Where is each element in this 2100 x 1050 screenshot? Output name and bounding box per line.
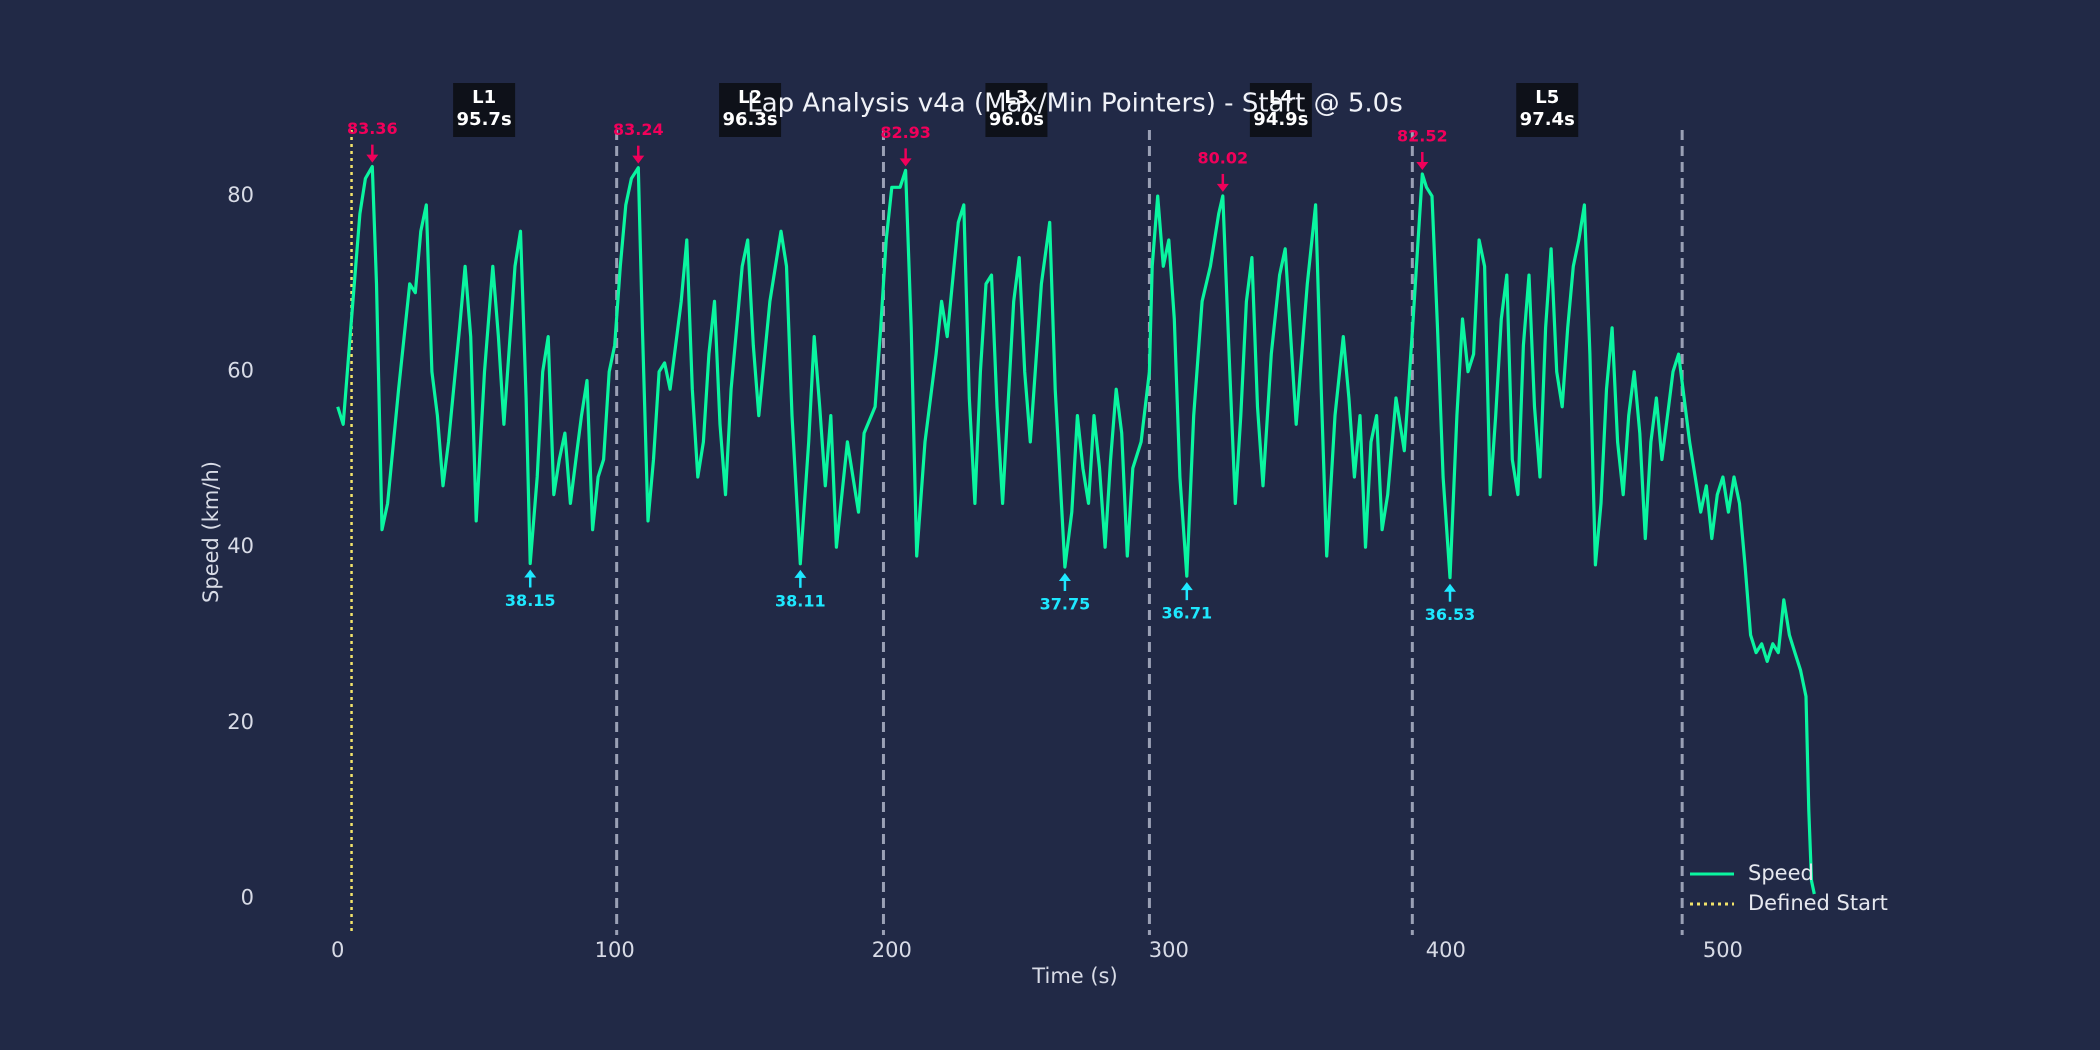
y-tick-label: 40 bbox=[227, 534, 254, 558]
speed-line bbox=[336, 165, 1816, 895]
lap-box bbox=[1516, 83, 1579, 137]
lap-name: L2 bbox=[738, 87, 762, 108]
max-arrowhead bbox=[1416, 161, 1429, 170]
y-tick-label: 0 bbox=[241, 885, 254, 909]
lap-time: 96.0s bbox=[989, 109, 1044, 130]
min-label: 37.75 bbox=[1040, 595, 1091, 614]
lap-box bbox=[1249, 83, 1312, 137]
y-axis-label: Speed (km/h) bbox=[199, 461, 223, 603]
legend-label: Speed bbox=[1748, 861, 1814, 885]
x-tick-label: 0 bbox=[331, 938, 344, 962]
lap-name: L3 bbox=[1004, 87, 1028, 108]
y-tick-label: 20 bbox=[227, 710, 254, 734]
legend-label: Defined Start bbox=[1748, 891, 1888, 915]
lap-time: 94.9s bbox=[1253, 109, 1308, 130]
x-axis-label: Time (s) bbox=[1031, 964, 1117, 988]
min-arrowhead bbox=[794, 569, 807, 578]
chart-title: Lap Analysis v4a (Max/Min Pointers) - St… bbox=[747, 89, 1403, 119]
x-tick-label: 400 bbox=[1426, 938, 1466, 962]
max-arrowhead bbox=[1216, 183, 1229, 192]
min-arrowhead bbox=[1444, 583, 1457, 592]
min-arrowhead bbox=[1180, 582, 1193, 591]
x-tick-label: 500 bbox=[1703, 938, 1743, 962]
lap-time: 96.3s bbox=[723, 109, 778, 130]
max-arrowhead bbox=[632, 155, 645, 164]
lap-box bbox=[719, 83, 782, 137]
lap-name: L4 bbox=[1269, 87, 1293, 108]
min-arrowhead bbox=[524, 569, 537, 578]
min-label: 38.15 bbox=[505, 591, 556, 610]
lap-name: L5 bbox=[1535, 87, 1559, 108]
lap-time: 95.7s bbox=[457, 109, 512, 130]
y-tick-label: 60 bbox=[227, 359, 254, 383]
y-tick-label: 80 bbox=[227, 183, 254, 207]
x-tick-label: 300 bbox=[1149, 938, 1189, 962]
lap-time: 97.4s bbox=[1520, 109, 1575, 130]
max-label: 82.93 bbox=[880, 123, 931, 142]
lap-name: L1 bbox=[472, 87, 496, 108]
max-label: 83.24 bbox=[613, 120, 664, 139]
min-arrowhead bbox=[1058, 573, 1071, 581]
max-label: 80.02 bbox=[1198, 148, 1249, 167]
x-tick-label: 100 bbox=[595, 938, 635, 962]
x-tick-label: 200 bbox=[872, 938, 912, 962]
max-label: 83.36 bbox=[347, 119, 398, 138]
min-label: 36.71 bbox=[1162, 604, 1213, 623]
max-arrowhead bbox=[899, 158, 912, 167]
min-label: 38.11 bbox=[775, 591, 826, 610]
min-label: 36.53 bbox=[1425, 605, 1476, 624]
lap-box bbox=[453, 83, 516, 137]
max-arrowhead bbox=[366, 154, 379, 163]
lap-box bbox=[985, 83, 1048, 137]
max-label: 82.52 bbox=[1397, 126, 1448, 145]
